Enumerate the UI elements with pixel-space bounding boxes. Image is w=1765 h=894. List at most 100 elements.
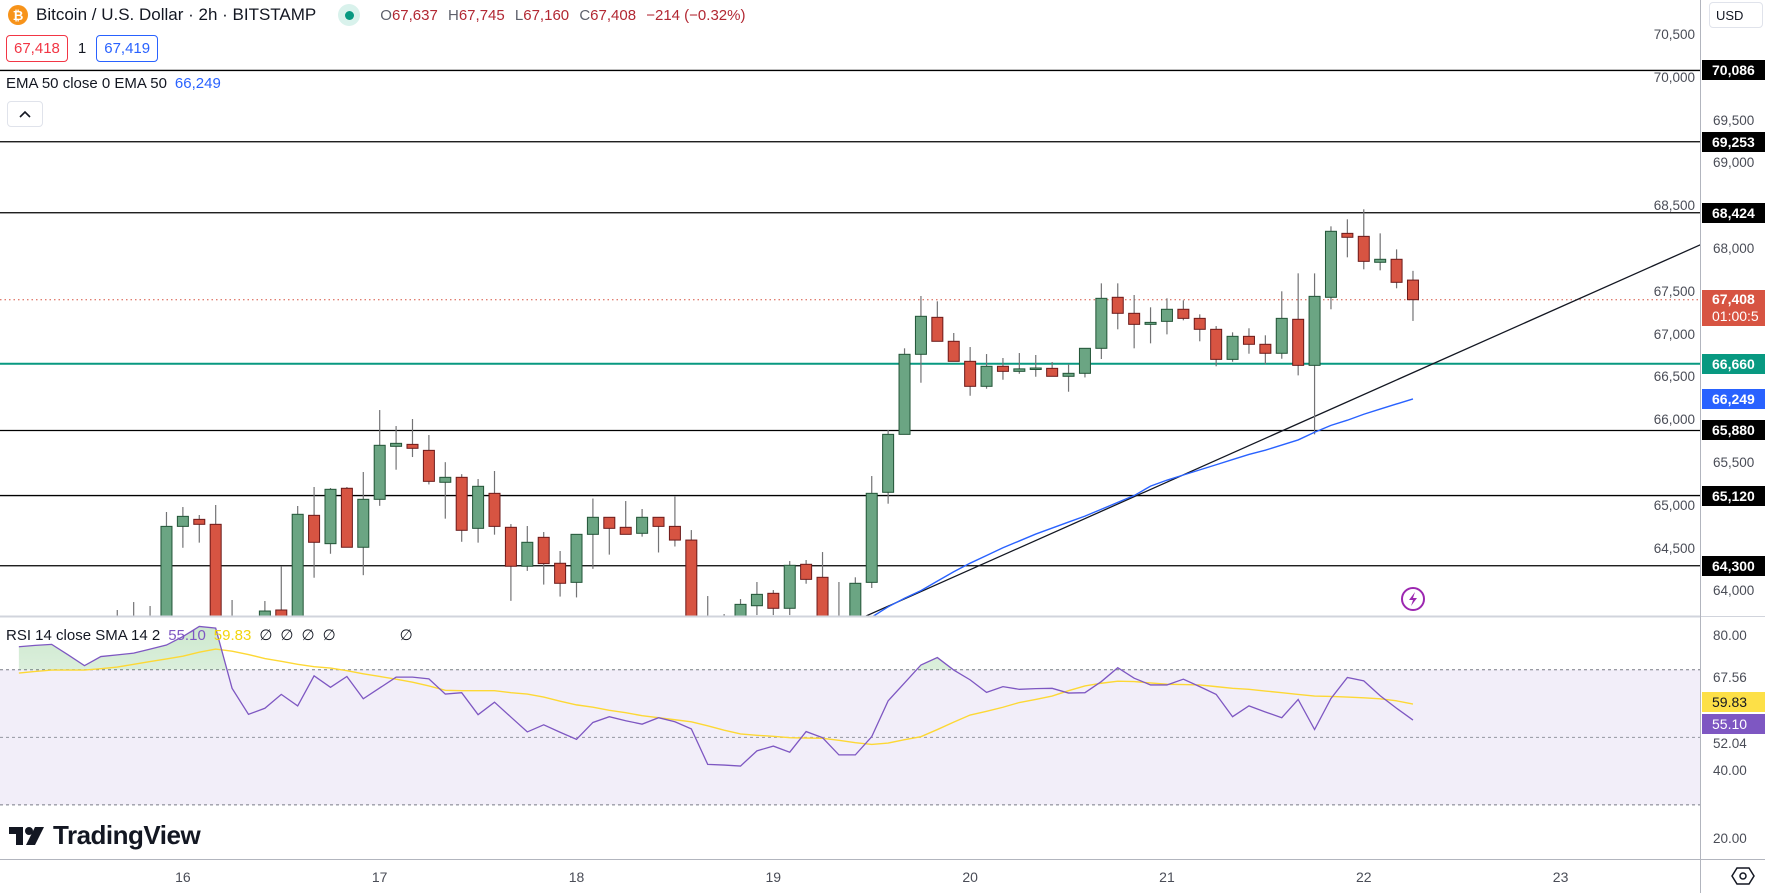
time-tick-label: 23 [1552, 869, 1569, 885]
candle-body-down [702, 643, 713, 647]
candle-body-down [1177, 308, 1190, 319]
ema-legend[interactable]: EMA 50 close 0 EMA 50 66,249 [6, 75, 221, 92]
candle [668, 496, 681, 547]
candle [258, 601, 271, 616]
close-value: 67,408 [590, 6, 637, 24]
candle-body-up [258, 610, 271, 616]
settings-icon[interactable] [1731, 866, 1755, 886]
candle-body-down [488, 492, 501, 527]
candle-body-down [685, 539, 698, 616]
time-tick-label: 19 [765, 869, 782, 885]
rsi-empty-value: ∅ [399, 627, 413, 644]
candle [1341, 219, 1354, 258]
rsi-line [18, 625, 1414, 767]
candle [324, 488, 337, 554]
trade-buttons: 67,418 1 67,419 [6, 35, 159, 62]
symbol-title[interactable]: Bitcoin / U.S. Dollar · 2h · BITSTAMP [36, 5, 317, 24]
tradingview-logo[interactable]: TradingView [9, 820, 201, 851]
low-label: L [514, 6, 524, 24]
rsi-empty-value: ∅ [322, 627, 336, 644]
candle [685, 530, 698, 616]
candle-body-down [931, 316, 944, 342]
chart-canvas[interactable] [0, 0, 1700, 859]
lightning-icon[interactable] [1401, 587, 1425, 611]
candle [1275, 291, 1288, 359]
candle [652, 516, 665, 553]
current-price-value: 67,408 [1712, 290, 1755, 307]
price-tick-label: 64,500 [1653, 540, 1695, 556]
candle-body-down [308, 514, 321, 543]
level-price-badge: 70,086 [1702, 60, 1765, 81]
time-tick-label: 21 [1159, 869, 1175, 885]
price-tick-label: 67,500 [1653, 283, 1695, 299]
rsi-pane[interactable] [0, 625, 1700, 806]
level-price-badge: 69,253 [1702, 131, 1765, 152]
candle [1210, 326, 1223, 367]
tradingview-wordmark: TradingView [53, 820, 201, 850]
candle-body-down [455, 476, 468, 531]
candle-body-up [1308, 295, 1321, 366]
candle [586, 498, 599, 569]
candle [439, 462, 452, 519]
sell-button[interactable]: 67,418 [6, 35, 68, 62]
candle-body-up [849, 582, 862, 616]
candle-body-up [1144, 321, 1157, 325]
collapse-legend-button[interactable] [7, 101, 43, 127]
candle [1062, 363, 1075, 392]
level-price-badge: 64,300 [1702, 555, 1765, 576]
candle [176, 507, 189, 548]
candle [1029, 354, 1042, 377]
candle-body-down [1406, 279, 1419, 301]
time-tick-label: 16 [175, 869, 191, 885]
candle-body-up [1324, 230, 1337, 298]
candle [980, 354, 993, 389]
open-label: O [380, 6, 392, 24]
high-label: H [448, 6, 459, 24]
candle [767, 590, 780, 616]
candle-body-down [1128, 312, 1141, 325]
candle [357, 472, 370, 576]
candle-body-up [160, 525, 173, 616]
candle-body-up [865, 492, 878, 583]
time-tick-label: 17 [371, 869, 388, 885]
rsi-legend[interactable]: RSI 14 close SMA 14 2 55.10 59.83 ∅ ∅ ∅ ∅ ∅ [6, 626, 413, 644]
candle-body-down [1390, 258, 1403, 283]
candle [1078, 347, 1091, 378]
currency-button[interactable]: USD [1709, 2, 1763, 28]
price-pane[interactable] [0, 69, 1700, 659]
buy-button[interactable]: 67,419 [96, 35, 159, 62]
candle-body-up [439, 476, 452, 483]
candle [373, 410, 386, 506]
candle [488, 470, 501, 535]
price-tick-label: 69,000 [1713, 155, 1755, 171]
candle-body-up [882, 433, 895, 493]
candle-body-down [193, 518, 206, 525]
candle [537, 532, 550, 585]
candle-body-up [1275, 317, 1288, 354]
ema-price-badge: 66,249 [1702, 388, 1765, 409]
ema50-line [872, 398, 1414, 616]
candle-body-down [209, 523, 222, 616]
candle [504, 524, 517, 601]
candle-body-down [767, 592, 780, 609]
candle [275, 566, 288, 616]
open-value: 67,637 [391, 6, 438, 24]
market-open-status-icon[interactable] [338, 4, 361, 26]
price-tick-label: 67,000 [1653, 326, 1695, 342]
candle [734, 599, 747, 616]
current-price-badge: 67,408 01:00:5 [1702, 289, 1765, 326]
candle [702, 596, 713, 647]
time-axis[interactable]: 16 17 18 19 20 21 22 23 [0, 859, 1700, 894]
price-axis[interactable]: USD 70,086 69,253 68,424 66,660 65,880 65,120… [1654, 0, 1765, 893]
candle-body-up [570, 533, 583, 583]
candle [1128, 294, 1141, 349]
close-label: C [579, 6, 591, 24]
candle [783, 561, 796, 616]
candle-body-up [472, 485, 485, 529]
candle [619, 501, 632, 535]
price-tick-label: 69,500 [1713, 112, 1755, 128]
candle [554, 551, 567, 597]
level-price-badge: 66,660 [1702, 353, 1765, 374]
price-tick-label: 68,000 [1713, 241, 1755, 257]
candle [1259, 335, 1272, 365]
